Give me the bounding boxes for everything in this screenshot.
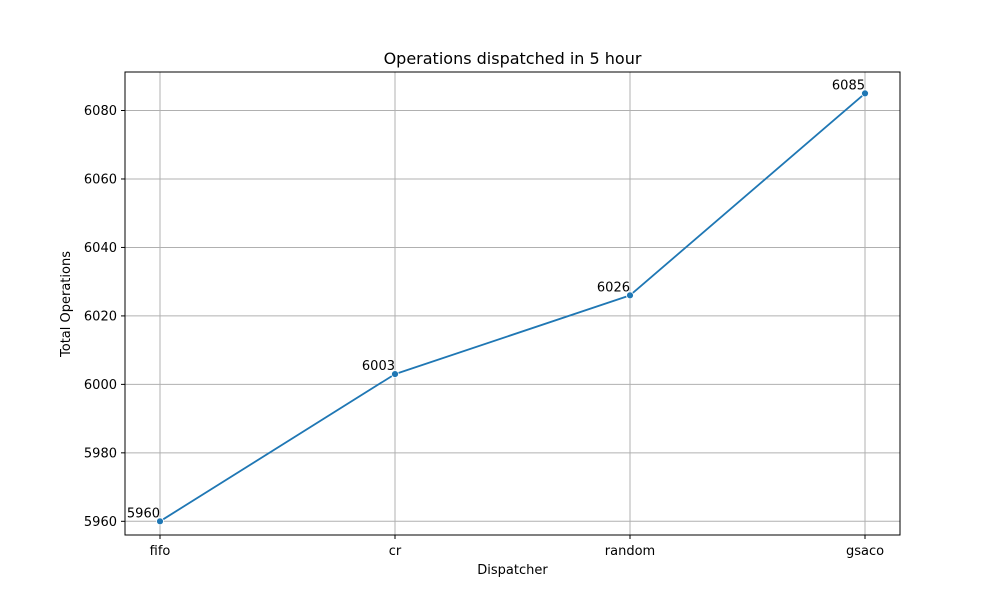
chart-title: Operations dispatched in 5 hour bbox=[384, 49, 642, 68]
plot-frame bbox=[124, 71, 901, 536]
y-axis-label: Total Operations bbox=[59, 251, 74, 358]
axis-ticks: 5960 5980 6000 6020 6040 6060 6080 fifo cr random… bbox=[84, 104, 884, 559]
y-tick-label: 6020 bbox=[84, 309, 117, 324]
data-point-marker bbox=[391, 370, 399, 379]
x-tick-label: fifo bbox=[150, 544, 171, 559]
data-point-marker bbox=[861, 89, 869, 98]
data-point-marker bbox=[156, 517, 164, 526]
data-point-marker bbox=[626, 291, 634, 300]
series bbox=[156, 89, 869, 526]
x-tick-label: cr bbox=[389, 544, 402, 559]
data-label: 5960 bbox=[127, 506, 160, 521]
x-tick-label: gsaco bbox=[846, 544, 884, 559]
y-tick-label: 6040 bbox=[84, 241, 117, 256]
data-labels: 5960 6003 6026 6085 bbox=[127, 78, 865, 521]
data-label: 6026 bbox=[597, 280, 630, 295]
y-tick-label: 6060 bbox=[84, 172, 117, 187]
y-tick-label: 5960 bbox=[84, 515, 117, 530]
data-label: 6003 bbox=[362, 359, 395, 374]
grid bbox=[125, 72, 900, 535]
series-line bbox=[159, 92, 866, 523]
x-axis-label: Dispatcher bbox=[477, 563, 548, 578]
y-tick-label: 6000 bbox=[84, 378, 117, 393]
data-label: 6085 bbox=[832, 78, 865, 93]
x-tick-label: random bbox=[605, 544, 655, 559]
y-tick-label: 5980 bbox=[84, 446, 117, 461]
y-tick-label: 6080 bbox=[84, 104, 117, 119]
